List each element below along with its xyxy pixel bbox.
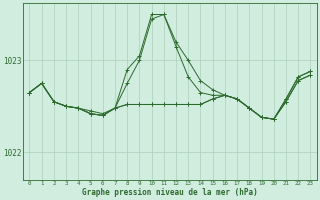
X-axis label: Graphe pression niveau de la mer (hPa): Graphe pression niveau de la mer (hPa) [82, 188, 258, 197]
